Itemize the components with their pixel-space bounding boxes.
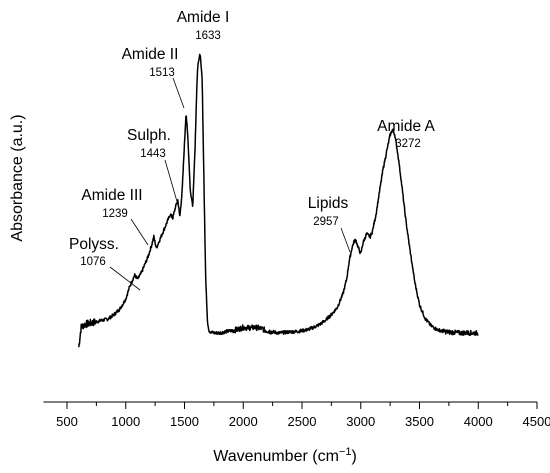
peak-annotation: Amide I 1633 [177, 9, 230, 42]
peak-name: Lipids [308, 195, 349, 212]
peak-pointer [109, 266, 141, 291]
peak-wavenumber: 1443 [140, 148, 166, 160]
peak-wavenumber: 1633 [195, 30, 221, 42]
peak-pointer [172, 77, 185, 109]
peak-pointer [340, 227, 351, 253]
x-tick-label: 500 [56, 414, 78, 429]
peak-name: Amide II [122, 46, 179, 63]
x-axis-ticks: 500 1000 1500 2000 2500 3000 3500 4000 4500 [56, 402, 550, 429]
peak-name: Amide A [377, 118, 435, 135]
x-tick-label: 4500 [523, 414, 550, 429]
peak-annotation: Sulph. 1443 [127, 127, 179, 206]
x-tick-label: 3000 [346, 414, 375, 429]
peak-annotations: Amide I 1633 Amide II 1513 Sulph. 1443 Amide I… [69, 9, 436, 291]
peak-wavenumber: 1076 [80, 256, 106, 268]
plot-area [78, 53, 479, 348]
peak-pointer [164, 159, 179, 206]
x-tick-label: 3500 [405, 414, 434, 429]
x-tick-label: 1500 [170, 414, 199, 429]
peak-wavenumber: 2957 [313, 216, 339, 228]
x-tick-label: 2000 [229, 414, 258, 429]
x-axis: 500 1000 1500 2000 2500 3000 3500 4000 4500 [43, 401, 550, 429]
peak-name: Polyss. [69, 236, 119, 253]
x-tick-label: 1000 [111, 414, 140, 429]
spectrum-line [78, 53, 479, 348]
x-tick-label: 4000 [464, 414, 493, 429]
x-axis-title: Wavenumber (cm−1) [213, 446, 357, 465]
peak-annotation: Amide A 3272 [377, 118, 435, 150]
peak-wavenumber: 1239 [102, 208, 128, 220]
peak-wavenumber: 3272 [395, 138, 421, 150]
peak-name: Sulph. [127, 127, 171, 144]
x-axis-title-close: ) [351, 448, 356, 465]
peak-annotation: Polyss. 1076 [69, 236, 141, 291]
peak-annotation: Amide II 1513 [122, 46, 185, 109]
x-axis-title-text: Wavenumber (cm [213, 448, 339, 465]
y-axis-title: Absorbance (a.u.) [9, 114, 26, 241]
peak-wavenumber: 1513 [149, 67, 175, 79]
peak-name: Amide I [177, 9, 230, 26]
x-tick-label: 2500 [288, 414, 317, 429]
peak-annotation: Lipids 2957 [308, 195, 351, 253]
peak-pointer [130, 218, 149, 246]
x-axis-title-superscript: −1 [339, 446, 352, 458]
peak-name: Amide III [81, 187, 142, 204]
peak-annotation: Amide III 1239 [81, 187, 149, 246]
